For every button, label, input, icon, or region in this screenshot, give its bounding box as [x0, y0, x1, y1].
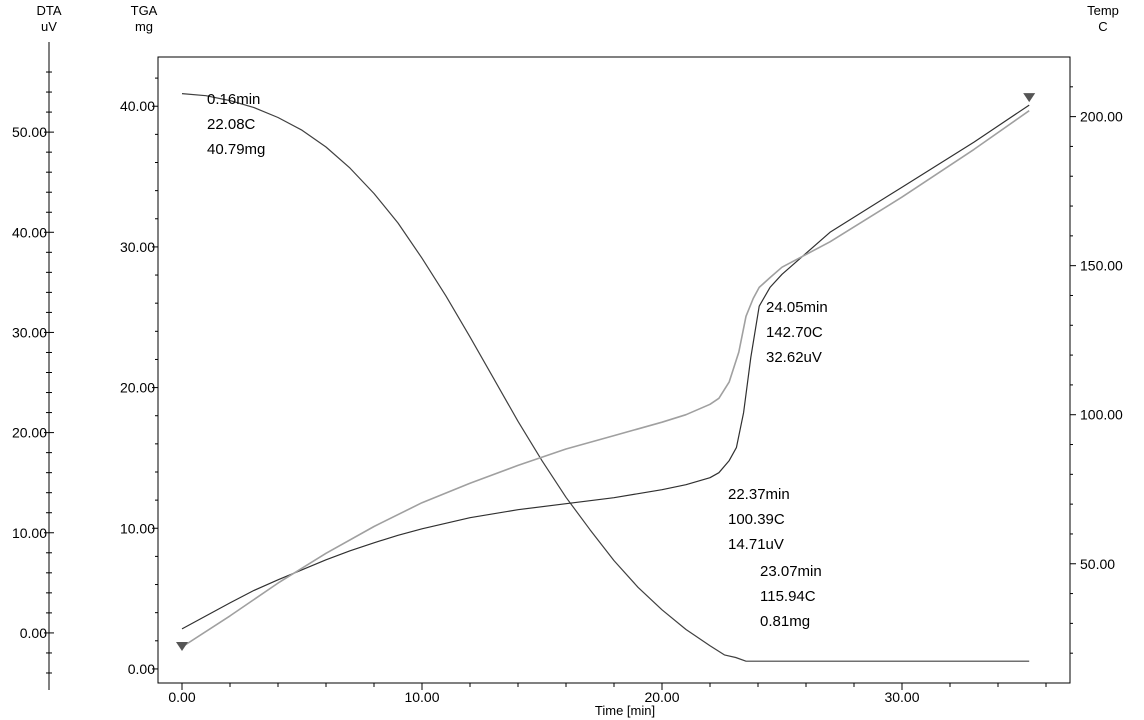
temp-series-line — [181, 110, 1030, 648]
x-axis: 0.00 10.00 20.00 30.00 Time [min] — [168, 683, 1047, 718]
annotation-line: 0.81mg — [760, 613, 810, 630]
annotation-layer: 0.16min 22.08C 40.79mg 24.05min 142.70C 32.62… — [207, 91, 828, 630]
annotation-line: 22.37min — [728, 486, 790, 503]
dta-tick-label: 20.00 — [12, 425, 47, 441]
dta-axis-unit: uV — [41, 19, 57, 34]
x-tick-label: 10.00 — [404, 689, 439, 705]
x-tick-label: 20.00 — [644, 689, 679, 705]
annotation-line: 100.39C — [728, 511, 785, 528]
tga-tick-label: 10.00 — [120, 520, 155, 536]
temp-tick-label: 200.00 — [1080, 109, 1123, 125]
dta-tick-label: 0.00 — [20, 625, 47, 641]
tga-axis: TGA mg 0.00 10.00 20.00 30.00 40.00 — [120, 3, 158, 677]
tga-axis-title: TGA — [131, 3, 158, 18]
temp-tick-label: 50.00 — [1080, 556, 1115, 572]
series-layer — [181, 93, 1030, 662]
annotation-line: 115.94C — [760, 588, 816, 605]
tga-tick-label: 40.00 — [120, 98, 155, 114]
tga-tick-label: 20.00 — [120, 380, 155, 396]
temp-axis: Temp C 50.00 100.00 150.00 200.00 — [1070, 3, 1123, 654]
annotation-line: 142.70C — [766, 324, 823, 341]
dta-tick-label: 40.00 — [12, 224, 47, 240]
annotation-line: 0.16min — [207, 91, 260, 108]
dta-axis-title: DTA — [36, 3, 61, 18]
tga-axis-unit: mg — [135, 19, 153, 34]
x-tick-label: 30.00 — [884, 689, 919, 705]
annotation-line: 32.62uV — [766, 349, 822, 366]
temp-tick-label: 150.00 — [1080, 258, 1123, 274]
tga-series-line — [181, 93, 1030, 662]
temp-axis-title: Temp — [1087, 3, 1119, 18]
annotation-line: 23.07min — [760, 563, 822, 580]
annotation-line: 22.08C — [207, 116, 256, 133]
annotation-line: 24.05min — [766, 299, 828, 316]
point-marker — [176, 641, 188, 651]
plot-frame — [157, 56, 1071, 684]
temp-tick-label: 100.00 — [1080, 407, 1123, 423]
annotation-line: 40.79mg — [207, 141, 265, 158]
x-tick-label: 0.00 — [168, 689, 195, 705]
dta-tick-label: 50.00 — [12, 124, 47, 140]
temp-axis-unit: C — [1098, 19, 1107, 34]
annotation-line: 14.71uV — [728, 536, 784, 553]
tga-tick-label: 0.00 — [128, 661, 155, 677]
dta-series-line — [181, 104, 1030, 630]
point-marker — [1023, 93, 1036, 103]
dta-axis: DTA uV 0.00 10.00 20.00 30.00 40.00 50.00 — [12, 3, 62, 690]
dta-tick-label: 10.00 — [12, 525, 47, 541]
tga-tick-label: 30.00 — [120, 239, 155, 255]
marker-layer — [176, 93, 1036, 651]
x-axis-title: Time [min] — [595, 703, 655, 718]
dta-tick-label: 30.00 — [12, 324, 47, 340]
